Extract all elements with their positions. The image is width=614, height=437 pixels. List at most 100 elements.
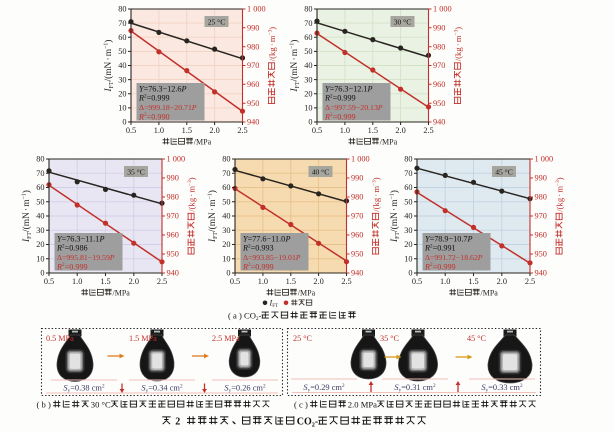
svg-text:2: 2 xyxy=(62,244,65,250)
svg-text:I: I xyxy=(22,238,32,243)
svg-text:30: 30 xyxy=(304,75,312,84)
svg-text:·: · xyxy=(104,57,114,60)
svg-text:=0.38: =0.38 xyxy=(70,384,89,393)
svg-text:/(mN: /(mN xyxy=(103,61,114,81)
svg-text:960: 960 xyxy=(351,231,363,240)
svg-text:50: 50 xyxy=(304,47,312,56)
svg-text:=0.26: =0.26 xyxy=(231,384,250,393)
svg-text:990: 990 xyxy=(247,24,259,33)
svg-text:·: · xyxy=(267,43,277,46)
svg-text:2.5: 2.5 xyxy=(423,126,433,135)
svg-text:10: 10 xyxy=(36,254,44,263)
svg-text:30: 30 xyxy=(118,75,126,84)
svg-text:20: 20 xyxy=(404,240,412,249)
svg-text:950: 950 xyxy=(535,250,547,259)
svg-text:20: 20 xyxy=(36,240,44,249)
svg-text:60: 60 xyxy=(222,183,230,192)
svg-text:940: 940 xyxy=(433,118,445,127)
svg-text:1.0: 1.0 xyxy=(440,277,450,286)
svg-text:R: R xyxy=(138,94,144,103)
svg-text:=: = xyxy=(330,84,335,93)
svg-text:990: 990 xyxy=(167,174,179,183)
svg-text:2.5 MPa: 2.5 MPa xyxy=(212,334,240,343)
svg-text:20: 20 xyxy=(222,240,230,249)
svg-text:/(kg: /(kg xyxy=(187,197,197,212)
svg-text:0.5: 0.5 xyxy=(312,126,322,135)
svg-text:1.5: 1.5 xyxy=(468,277,478,286)
svg-text:950: 950 xyxy=(247,99,259,108)
svg-text:=0.986: =0.986 xyxy=(65,244,88,253)
svg-text:35 °C: 35 °C xyxy=(380,334,400,343)
svg-text:970: 970 xyxy=(247,61,259,70)
svg-text:940: 940 xyxy=(247,118,259,127)
svg-text:30 °C: 30 °C xyxy=(91,400,111,410)
svg-text:Δ=: Δ= xyxy=(139,103,149,112)
svg-text:2: 2 xyxy=(330,94,333,100)
svg-text:Δ=: Δ= xyxy=(425,253,435,262)
svg-text:I: I xyxy=(290,88,300,93)
svg-text:2: 2 xyxy=(62,262,65,268)
svg-text:( b ): ( b ) xyxy=(37,400,51,410)
svg-text:45 °C: 45 °C xyxy=(495,167,513,176)
svg-text:=0.993: =0.993 xyxy=(251,244,274,253)
svg-text:10: 10 xyxy=(304,104,312,113)
svg-text:/MPa: /MPa xyxy=(380,138,398,147)
svg-text:cm: cm xyxy=(170,384,181,393)
svg-text:0.5: 0.5 xyxy=(230,277,240,286)
svg-text:I: I xyxy=(390,238,400,243)
svg-text:-: - xyxy=(259,311,262,321)
svg-text:76.3: 76.3 xyxy=(334,84,348,93)
svg-text:m: m xyxy=(104,48,114,56)
svg-text:P: P xyxy=(367,84,373,93)
svg-text:S: S xyxy=(63,384,68,393)
svg-text:950: 950 xyxy=(433,99,445,108)
svg-text:S: S xyxy=(481,383,486,392)
svg-text:960: 960 xyxy=(247,80,259,89)
svg-text:y: y xyxy=(308,388,311,394)
svg-text:970: 970 xyxy=(167,212,179,221)
svg-text:·: · xyxy=(390,208,400,211)
svg-text:80: 80 xyxy=(222,155,230,164)
svg-text:): ) xyxy=(267,27,277,30)
svg-text:−: − xyxy=(274,253,279,262)
svg-text:/(mN: /(mN xyxy=(389,212,400,232)
svg-text:2: 2 xyxy=(248,262,251,268)
svg-text:·: · xyxy=(453,43,463,46)
svg-text:cm: cm xyxy=(253,384,264,393)
svg-text:−: − xyxy=(170,103,175,112)
svg-text:=0.999: =0.999 xyxy=(251,262,274,271)
svg-text:): ) xyxy=(187,177,197,180)
svg-text:P: P xyxy=(377,103,383,112)
svg-text:=0.34: =0.34 xyxy=(148,384,168,393)
svg-text:/(mN: /(mN xyxy=(289,61,300,81)
svg-text:): ) xyxy=(389,190,400,193)
svg-text:=: = xyxy=(144,84,149,93)
svg-text:Y: Y xyxy=(325,84,331,93)
svg-text:19.59: 19.59 xyxy=(92,253,110,262)
svg-text:/MPa: /MPa xyxy=(113,289,131,298)
svg-text:cm: cm xyxy=(92,384,103,393)
svg-text:980: 980 xyxy=(167,193,179,202)
svg-text:2.5: 2.5 xyxy=(525,277,535,286)
svg-text:R: R xyxy=(424,244,430,253)
svg-text:−: − xyxy=(449,234,454,243)
svg-text:−: − xyxy=(81,234,86,243)
svg-text:30: 30 xyxy=(36,226,44,235)
svg-text:993.85: 993.85 xyxy=(252,253,274,262)
svg-text:70: 70 xyxy=(404,169,412,178)
svg-text:2.0: 2.0 xyxy=(313,277,323,286)
svg-text:FT: FT xyxy=(27,232,33,239)
svg-text:0: 0 xyxy=(122,118,126,127)
svg-text:Δ=: Δ= xyxy=(325,103,335,112)
svg-text:−: − xyxy=(456,253,461,262)
svg-text:970: 970 xyxy=(433,61,445,70)
svg-text:970: 970 xyxy=(351,212,363,221)
svg-text:/(kg: /(kg xyxy=(371,197,381,212)
svg-text:1 000: 1 000 xyxy=(535,155,554,164)
svg-text:60: 60 xyxy=(36,183,44,192)
svg-text:I: I xyxy=(104,88,114,93)
svg-text:/(mN: /(mN xyxy=(21,212,32,232)
svg-text:0: 0 xyxy=(226,269,230,278)
svg-text:990: 990 xyxy=(351,174,363,183)
svg-text:980: 980 xyxy=(247,42,259,51)
